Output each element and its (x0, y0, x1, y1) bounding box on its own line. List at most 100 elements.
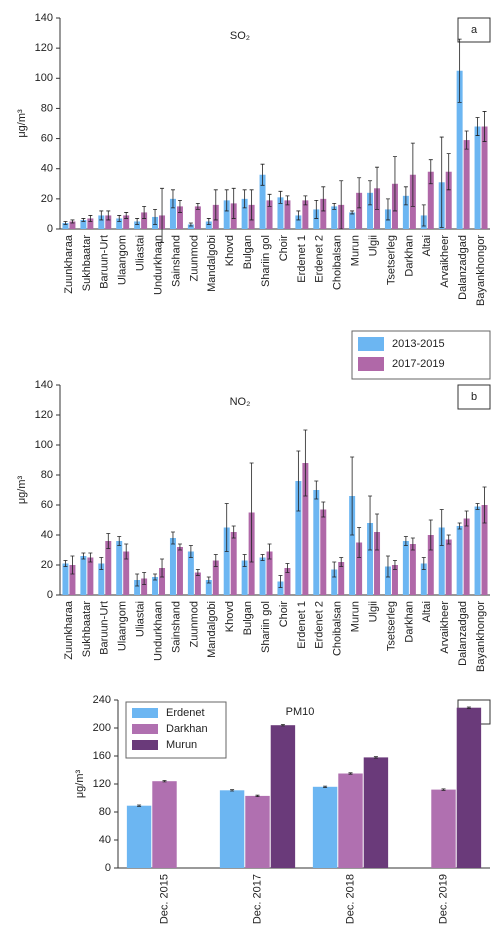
bar (427, 535, 434, 595)
bar (62, 222, 69, 229)
y-tick-label: 40 (99, 834, 111, 846)
error-bar (135, 573, 140, 587)
bar (69, 221, 76, 229)
x-tick-label: Ulaangom (117, 235, 129, 285)
x-tick-label: Zuunmod (188, 235, 200, 281)
error-bar (446, 153, 451, 191)
chart-title: NO₂ (230, 396, 251, 408)
error-bar (348, 772, 353, 775)
bar (349, 212, 356, 229)
x-tick-label: Khovd (224, 235, 236, 266)
error-bar (332, 202, 337, 210)
error-bar (303, 429, 308, 497)
bar (313, 490, 320, 595)
y-tick-label: 80 (41, 469, 53, 481)
x-tick-label: Erdenet 2 (314, 235, 326, 283)
error-bar (421, 557, 426, 570)
bar (176, 547, 183, 595)
error-bar (475, 503, 480, 510)
bar (176, 206, 183, 229)
x-tick-label: Undurkhaan (152, 235, 164, 295)
error-bar (428, 519, 433, 551)
y-tick-label: 0 (105, 862, 111, 874)
bar (223, 200, 230, 229)
error-bar (88, 215, 93, 222)
bar (187, 224, 194, 229)
x-tick-label: Zuunkharaa (63, 234, 75, 294)
bar (105, 541, 112, 595)
x-tick-label: Erdenet 1 (296, 235, 308, 283)
error-bar (428, 159, 433, 185)
x-tick-label: Sainshand (170, 601, 182, 653)
y-tick-label: 120 (35, 42, 53, 54)
error-bar (195, 202, 200, 210)
error-bar (224, 503, 229, 552)
chart-title: PM10 (286, 706, 315, 718)
x-tick-label: Baruun-Urt (99, 235, 111, 289)
bar (431, 789, 456, 868)
error-bar (231, 187, 236, 219)
bar (438, 527, 445, 595)
error-bar (350, 456, 355, 536)
error-bar (280, 724, 285, 727)
y-axis-label: μg/m³ (74, 769, 86, 798)
y-tick-label: 20 (41, 559, 53, 571)
error-bar (457, 522, 462, 530)
y-tick-label: 100 (35, 439, 53, 451)
error-bar (441, 788, 446, 791)
legend-label: Darkhan (166, 723, 208, 735)
error-bar (332, 561, 337, 578)
error-bar (482, 486, 487, 524)
bar (313, 209, 320, 229)
error-bar (373, 756, 378, 759)
bar (270, 725, 296, 868)
error-bar (188, 222, 193, 227)
error-bar (385, 555, 390, 578)
bar (463, 140, 470, 229)
error-bar (170, 531, 175, 545)
legend-label: 2017-2019 (392, 358, 445, 370)
panel-label: b (471, 391, 477, 403)
y-tick-label: 100 (35, 72, 53, 84)
error-bar (314, 199, 319, 219)
bar (98, 563, 105, 595)
legend-label: Murun (166, 739, 197, 751)
x-tick-label: Altai (421, 235, 433, 256)
bar (241, 198, 248, 229)
bar (62, 563, 69, 595)
x-tick-label: Sukhbaatar (81, 235, 93, 292)
legend-swatch (358, 337, 384, 351)
error-bar (421, 204, 426, 227)
error-bar (457, 38, 462, 103)
error-bar (439, 509, 444, 546)
x-tick-label: Dalanzadgad (457, 235, 469, 300)
error-bar (350, 210, 355, 215)
bar (116, 541, 123, 595)
error-bar (464, 510, 469, 527)
x-tick-label: Ulaangom (117, 601, 129, 651)
x-tick-label: Darkhan (403, 601, 415, 643)
bar (187, 551, 194, 595)
bar (481, 126, 488, 229)
bar (474, 126, 481, 229)
bar (205, 221, 212, 229)
bar (123, 215, 130, 229)
x-tick-label: Bulgan (242, 235, 254, 269)
y-axis-label: μg/m³ (16, 475, 28, 504)
error-bar (206, 218, 211, 225)
bar (463, 518, 470, 595)
bar (80, 219, 87, 229)
x-tick-label: Arvaikheer (439, 601, 451, 654)
bar (152, 781, 177, 868)
y-tick-label: 120 (93, 778, 111, 790)
legend-label: Erdenet (166, 707, 205, 719)
bar (277, 197, 284, 229)
x-tick-label: Choir (278, 601, 290, 628)
error-bar (153, 573, 158, 581)
y-tick-label: 200 (93, 722, 111, 734)
bar (331, 206, 338, 229)
bar (391, 565, 398, 595)
error-bar (117, 536, 122, 546)
bar (320, 198, 327, 229)
